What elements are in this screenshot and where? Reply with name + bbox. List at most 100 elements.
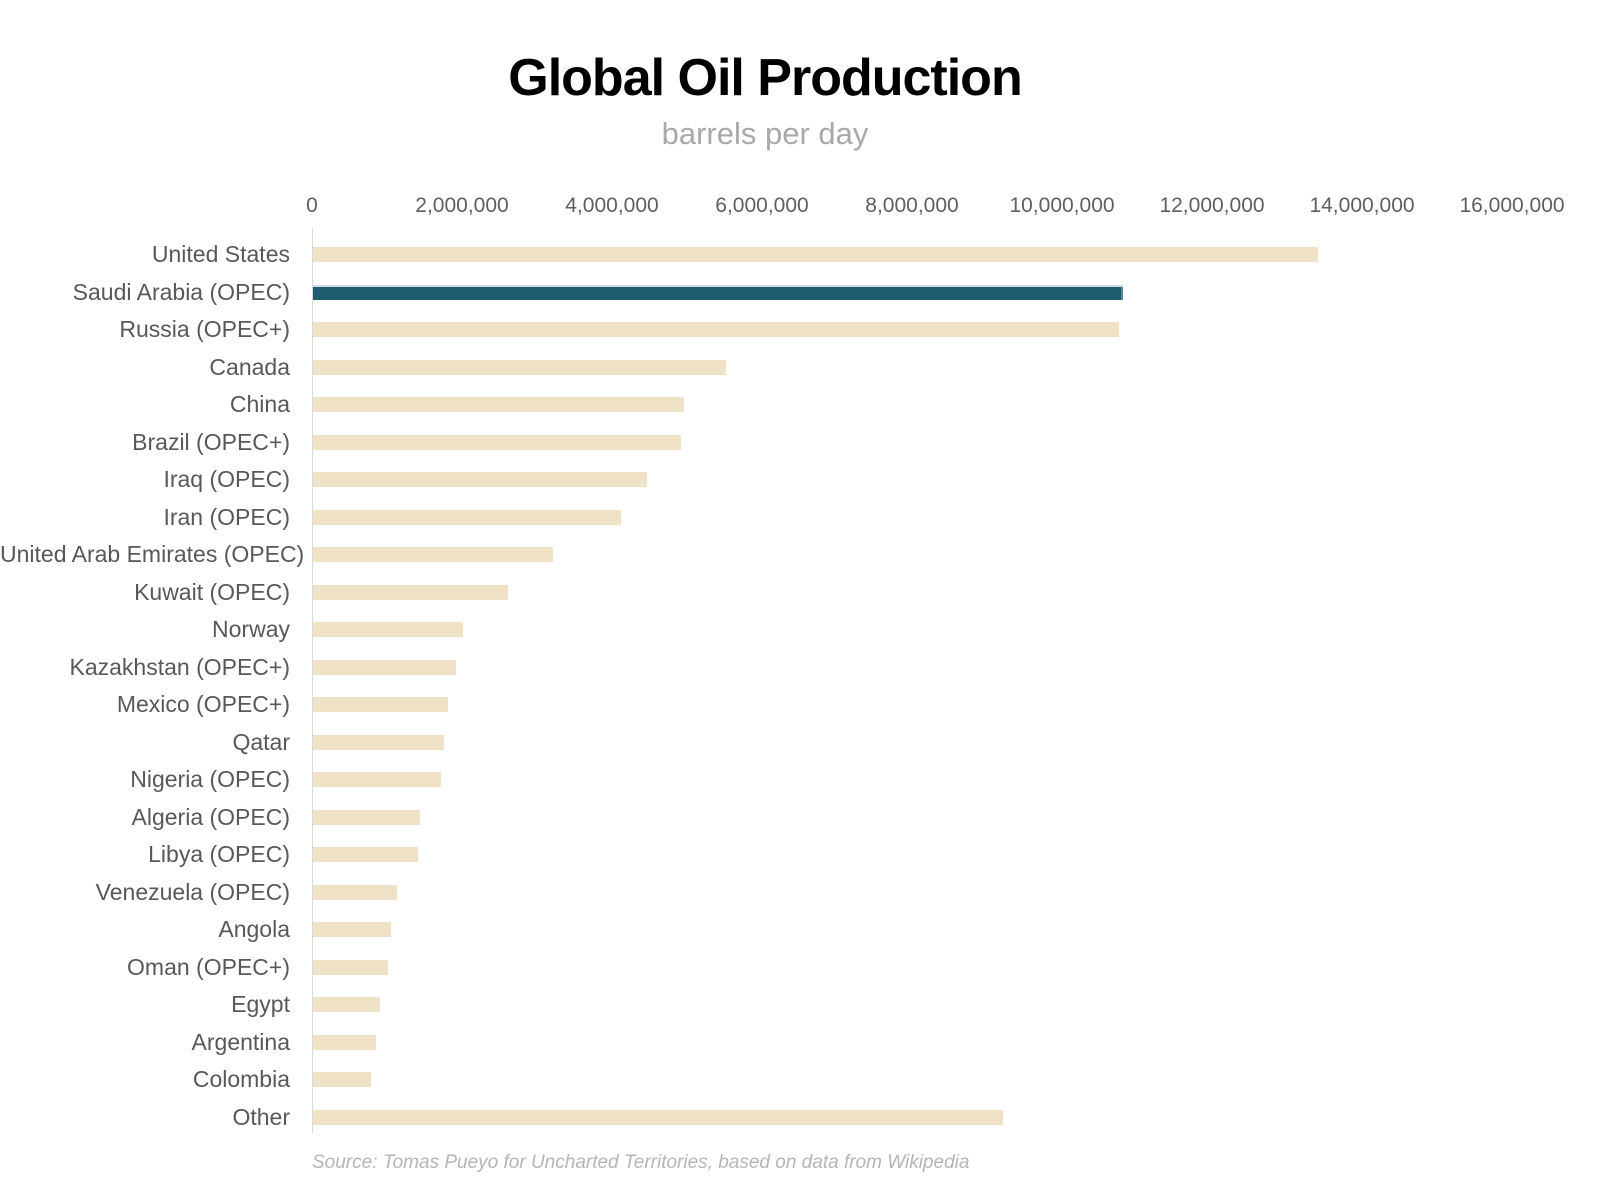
bar-row (313, 836, 1513, 874)
bar (313, 1109, 1003, 1125)
category-label: Argentina (191, 1028, 290, 1055)
category-row: Oman (OPEC+) (0, 949, 290, 987)
bar (313, 322, 1120, 338)
bar-row (313, 424, 1513, 462)
x-axis-tick-label: 12,000,000 (1159, 194, 1265, 217)
bar (313, 397, 685, 413)
category-row: United States (0, 236, 290, 274)
bar-row (313, 574, 1513, 612)
y-axis-line (312, 228, 313, 1133)
category-row: Kazakhstan (OPEC+) (0, 649, 290, 687)
category-row: Angola (0, 911, 290, 949)
category-label: Colombia (192, 1066, 290, 1093)
category-row: Colombia (0, 1061, 290, 1099)
chart-title: Global Oil Production (508, 49, 1022, 107)
category-label: Other (232, 1103, 290, 1130)
bar-row (313, 1061, 1513, 1099)
category-row: Other (0, 1099, 290, 1137)
x-axis-tick-label: 6,000,000 (715, 194, 809, 217)
category-row: Iran (OPEC) (0, 499, 290, 537)
category-label: United States (151, 241, 290, 268)
source-note: Source: Tomas Pueyo for Uncharted Territ… (312, 1152, 970, 1173)
category-row: Algeria (OPEC) (0, 799, 290, 837)
bar (313, 472, 647, 488)
category-row: Norway (0, 611, 290, 649)
bar (313, 734, 445, 750)
bar (313, 434, 681, 450)
bar (313, 772, 441, 788)
category-row: China (0, 386, 290, 424)
category-row: United Arab Emirates (OPEC) (0, 536, 305, 574)
x-axis-tick-label: 14,000,000 (1309, 194, 1415, 217)
bar-row (313, 349, 1513, 387)
bar-row (313, 236, 1513, 274)
category-label: Saudi Arabia (OPEC) (72, 278, 290, 305)
bar (313, 997, 380, 1013)
bar-row (313, 611, 1513, 649)
bar-row (313, 761, 1513, 799)
bar-row (313, 1099, 1513, 1137)
bar (313, 809, 420, 825)
bar (313, 959, 388, 975)
category-labels: United States Saudi Arabia (OPEC) Russia (… (0, 236, 305, 1137)
bar (313, 622, 463, 638)
category-label: United Arab Emirates (OPEC) (0, 541, 305, 568)
bar (313, 547, 553, 563)
bar (313, 509, 621, 525)
category-label: Angola (218, 916, 290, 943)
category-label: Iraq (OPEC) (163, 466, 290, 493)
bar (313, 359, 726, 375)
x-axis: 0 2,000,000 4,000,000 6,000,000 8,000,000 10,… (306, 194, 1564, 220)
chart-subtitle: barrels per day (661, 116, 869, 151)
x-axis-tick-label: 4,000,000 (565, 194, 659, 217)
bar-highlighted (313, 284, 1123, 300)
category-label: Algeria (OPEC) (131, 803, 290, 830)
x-axis-tick-label: 0 (306, 194, 318, 217)
bar-row (313, 724, 1513, 762)
category-row: Nigeria (OPEC) (0, 761, 290, 799)
bar-row (313, 986, 1513, 1024)
bar-row (313, 1024, 1513, 1062)
x-axis-tick-label: 2,000,000 (415, 194, 509, 217)
x-axis-tick-label: 16,000,000 (1459, 194, 1565, 217)
category-label: China (229, 391, 290, 418)
bar-row (313, 799, 1513, 837)
category-label: Russia (OPEC+) (119, 316, 290, 343)
category-row: Russia (OPEC+) (0, 311, 290, 349)
category-label: Brazil (OPEC+) (132, 428, 290, 455)
bar (313, 847, 418, 863)
category-row: Brazil (OPEC+) (0, 424, 290, 462)
category-label: Egypt (231, 991, 290, 1018)
bar-row (313, 949, 1513, 987)
bar (313, 659, 456, 675)
bar (313, 1072, 371, 1088)
category-label: Kuwait (OPEC) (134, 578, 290, 605)
category-label: Norway (212, 616, 290, 643)
category-label: Canada (209, 353, 290, 380)
bar-row (313, 461, 1513, 499)
bar (313, 884, 397, 900)
x-axis-tick-label: 10,000,000 (1009, 194, 1115, 217)
category-row: Kuwait (OPEC) (0, 574, 290, 612)
category-label: Libya (OPEC) (148, 841, 290, 868)
category-label: Oman (OPEC+) (127, 953, 290, 980)
category-row: Canada (0, 349, 290, 387)
category-row: Argentina (0, 1024, 290, 1062)
bar-row (313, 911, 1513, 949)
bar-row (313, 649, 1513, 687)
category-label: Mexico (OPEC+) (116, 691, 290, 718)
bar (313, 584, 508, 600)
category-label: Nigeria (OPEC) (130, 766, 290, 793)
category-row: Egypt (0, 986, 290, 1024)
category-row: Saudi Arabia (OPEC) (0, 274, 290, 312)
category-label: Kazakhstan (OPEC+) (69, 653, 290, 680)
bar (313, 697, 448, 713)
category-row: Qatar (0, 724, 290, 762)
bar (313, 1034, 376, 1050)
bar (313, 922, 391, 938)
bar-row (313, 874, 1513, 912)
bar-row (313, 686, 1513, 724)
category-row: Venezuela (OPEC) (0, 874, 290, 912)
category-row: Libya (OPEC) (0, 836, 290, 874)
